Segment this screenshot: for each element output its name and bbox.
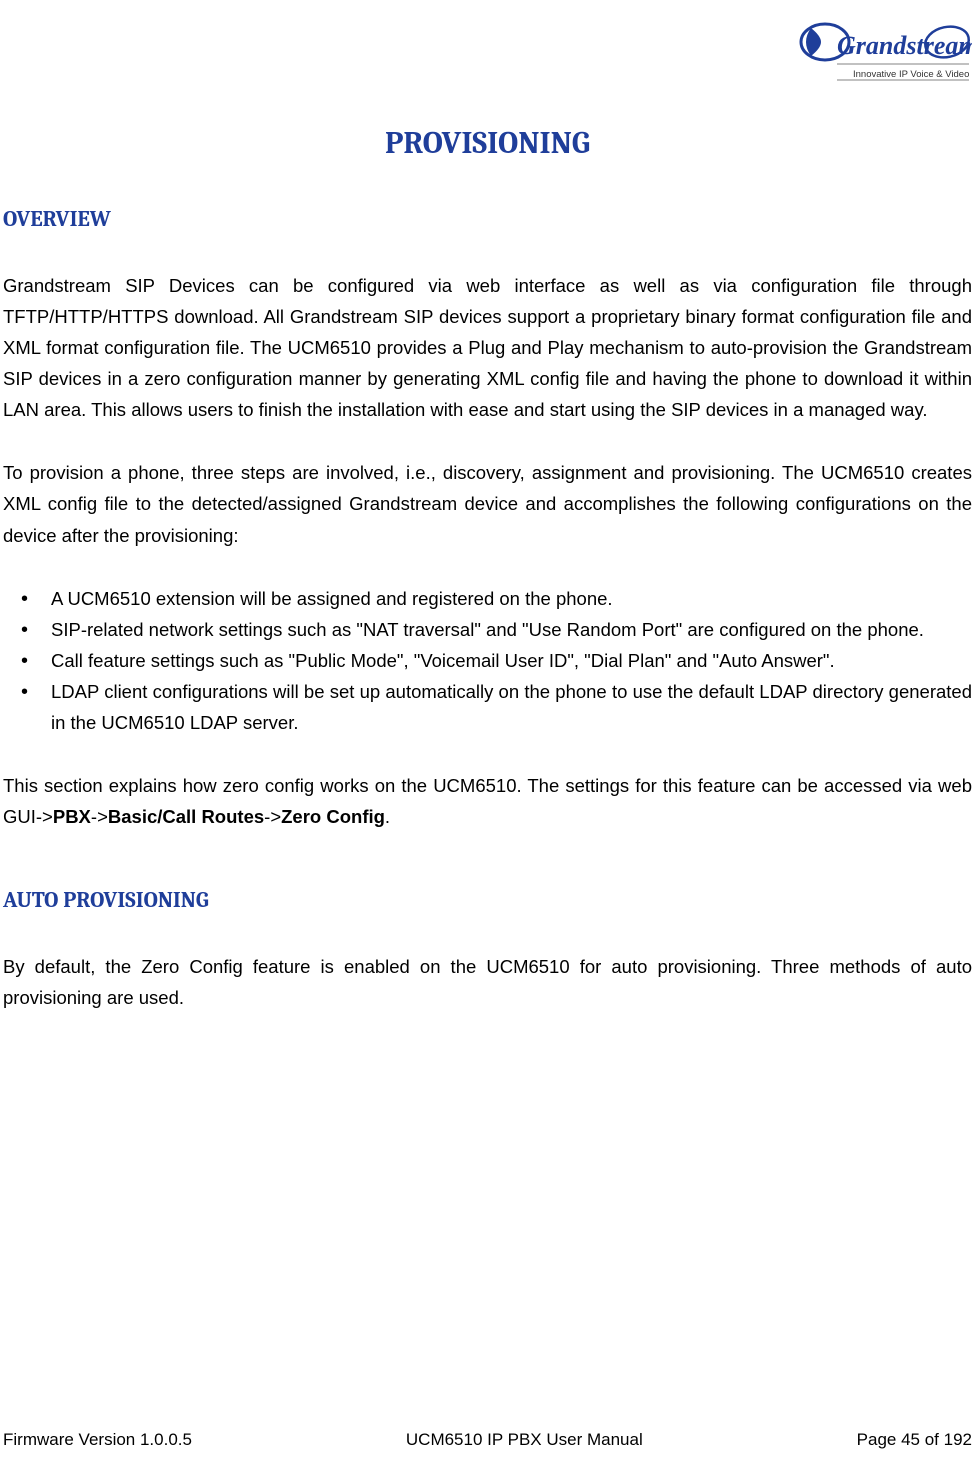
logo-tagline-text: Innovative IP Voice & Video <box>853 69 969 80</box>
list-item: A UCM6510 extension will be assigned and… <box>31 583 972 614</box>
nav-sep-1: -> <box>91 806 108 827</box>
list-item: Call feature settings such as "Public Mo… <box>31 645 972 676</box>
overview-para-1: Grandstream SIP Devices can be configure… <box>3 270 972 425</box>
overview-bullet-list: A UCM6510 extension will be assigned and… <box>3 583 972 738</box>
footer-page-number: Page 45 of 192 <box>857 1430 972 1450</box>
overview-heading: OVERVIEW <box>3 206 972 232</box>
page-title: PROVISIONING <box>3 125 972 161</box>
footer-manual-title: UCM6510 IP PBX User Manual <box>406 1430 643 1450</box>
overview-nav-path: This section explains how zero config wo… <box>3 770 972 832</box>
list-item: LDAP client configurations will be set u… <box>31 676 972 738</box>
nav-pbx-label: PBX <box>53 806 91 827</box>
page-footer: Firmware Version 1.0.0.5 UCM6510 IP PBX … <box>3 1430 972 1450</box>
nav-zero-label: Zero Config <box>281 806 385 827</box>
list-item: SIP-related network settings such as "NA… <box>31 614 972 645</box>
auto-provisioning-heading: AUTO PROVISIONING <box>3 887 972 913</box>
brand-logo: Grandstream Innovative IP Voice & Video <box>797 20 972 93</box>
page-header: Grandstream Innovative IP Voice & Video <box>3 20 972 110</box>
nav-suffix-text: . <box>385 806 390 827</box>
nav-sep-2: -> <box>264 806 281 827</box>
overview-para-2: To provision a phone, three steps are in… <box>3 457 972 550</box>
auto-provisioning-para-1: By default, the Zero Config feature is e… <box>3 951 972 1013</box>
logo-brand-text: Grandstream <box>837 31 972 60</box>
footer-firmware-version: Firmware Version 1.0.0.5 <box>3 1430 192 1450</box>
nav-basic-label: Basic/Call Routes <box>108 806 264 827</box>
